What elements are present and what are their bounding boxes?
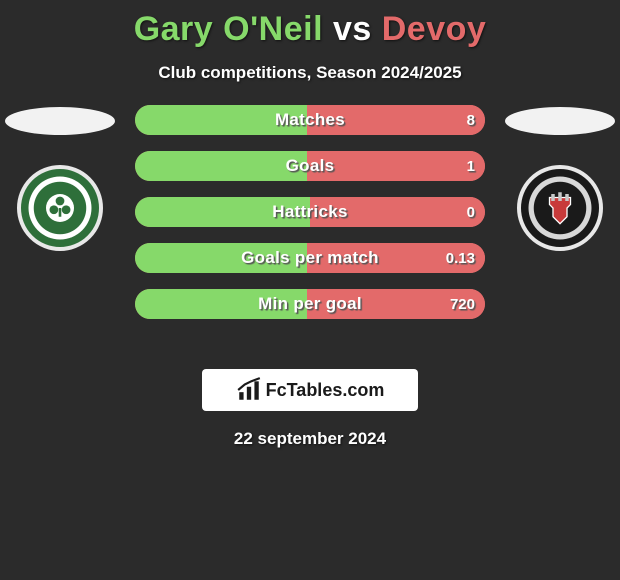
stat-bar-label: Goals per match xyxy=(135,243,485,273)
player-a-club-badge xyxy=(17,165,103,251)
stat-bar-row: Matches8 xyxy=(135,105,485,135)
title-vs: vs xyxy=(323,10,382,48)
brand-logo: FcTables.com xyxy=(202,369,418,411)
page-title: Gary O'Neil vs Devoy xyxy=(0,0,620,49)
stat-bar-row: Min per goal720 xyxy=(135,289,485,319)
stat-bar-label: Goals xyxy=(135,151,485,181)
comparison-infographic: Gary O'Neil vs Devoy Club competitions, … xyxy=(0,0,620,580)
title-player-b: Devoy xyxy=(382,10,487,48)
player-right-column xyxy=(500,105,620,251)
stat-bar-value-right: 1 xyxy=(457,151,485,181)
stat-bars: Matches8Goals1Hattricks0Goals per match0… xyxy=(135,105,485,319)
title-player-a: Gary O'Neil xyxy=(134,10,323,48)
stat-bar-value-right: 0 xyxy=(457,197,485,227)
bohemian-crest-icon xyxy=(525,173,595,243)
stat-bar-value-right: 8 xyxy=(457,105,485,135)
bar-chart-icon xyxy=(236,377,262,403)
stat-bar-label: Matches xyxy=(135,105,485,135)
comparison-content: Matches8Goals1Hattricks0Goals per match0… xyxy=(0,105,620,345)
stat-bar-value-right: 0.13 xyxy=(436,243,485,273)
stat-bar-label: Hattricks xyxy=(135,197,485,227)
player-b-club-badge xyxy=(517,165,603,251)
stat-bar-label: Min per goal xyxy=(135,289,485,319)
subtitle: Club competitions, Season 2024/2025 xyxy=(0,63,620,83)
player-left-column xyxy=(0,105,120,251)
stat-bar-row: Hattricks0 xyxy=(135,197,485,227)
stat-bar-row: Goals1 xyxy=(135,151,485,181)
player-a-photo-placeholder xyxy=(5,107,115,135)
stat-bar-value-right: 720 xyxy=(440,289,485,319)
player-b-photo-placeholder xyxy=(505,107,615,135)
date-text: 22 september 2024 xyxy=(0,429,620,449)
brand-text: FcTables.com xyxy=(266,380,385,401)
stat-bar-row: Goals per match0.13 xyxy=(135,243,485,273)
shamrock-icon xyxy=(25,173,95,243)
